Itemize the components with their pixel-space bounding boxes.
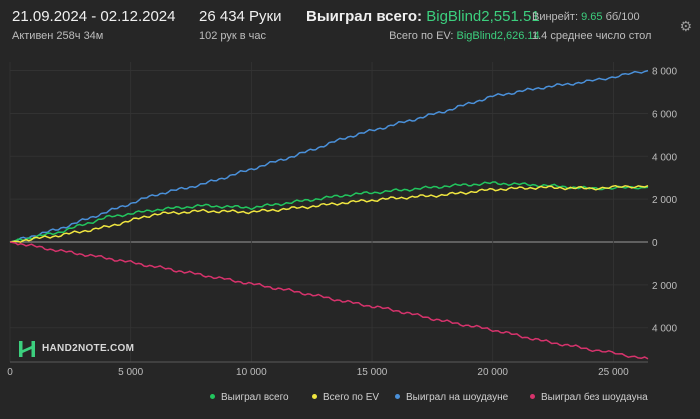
x-tick-label: 25 000 xyxy=(598,367,629,378)
won-total: Выиграл всего: BigBlind2,551.51 xyxy=(306,8,540,25)
hand2note-logo-icon xyxy=(19,341,35,357)
legend-label-nonshowdown: Выиграл без шоудауна xyxy=(541,392,648,403)
gear-icon[interactable]: ⚙ xyxy=(679,18,692,34)
winrate-label: Винрейт: xyxy=(532,11,579,23)
x-tick-label: 5 000 xyxy=(118,367,143,378)
x-tick-label: 15 000 xyxy=(357,367,388,378)
y-tick-label: 8 000 xyxy=(652,67,677,78)
chart-legend: Выиграл всего Всего по EV Выиграл на шоу… xyxy=(210,392,690,408)
y-tick-label: 4 000 xyxy=(652,152,677,163)
y-tick-label: 4 000 xyxy=(652,324,677,335)
legend-dot-showdown xyxy=(395,393,400,399)
x-tick-label: 10 000 xyxy=(236,367,267,378)
hands-count: 26 434 Руки xyxy=(199,8,282,25)
active-time: Активен 258ч 34м xyxy=(12,30,104,42)
stats-header: 21.09.2024 - 02.12.2024 Активен 258ч 34м… xyxy=(0,8,700,48)
series-line xyxy=(9,69,649,243)
won-label: Выиграл всего: xyxy=(306,8,423,25)
winnings-block: Выиграл всего: BigBlind2,551.51 Всего по… xyxy=(306,8,540,42)
legend-item-won[interactable]: Выиграл всего xyxy=(210,392,289,403)
series-line xyxy=(9,241,649,360)
winrate: Винрейт: 9.65 бб/100 xyxy=(532,11,651,23)
x-tick-label: 20 000 xyxy=(477,367,508,378)
series-line xyxy=(9,181,649,243)
winrate-block: Винрейт: 9.65 бб/100 1.4 среднее число с… xyxy=(532,8,651,42)
legend-dot-won xyxy=(210,393,215,399)
legend-item-showdown[interactable]: Выиграл на шоудауне xyxy=(395,392,508,403)
legend-dot-ev xyxy=(312,393,317,399)
y-tick-label: 6 000 xyxy=(652,109,677,120)
ev-value: BigBlind2,626.14 xyxy=(456,30,540,42)
hands-block: 26 434 Руки 102 рук в час xyxy=(199,8,282,42)
ev-total: Всего по EV: BigBlind2,626.14 xyxy=(306,30,540,42)
winrate-suffix: бб/100 xyxy=(605,11,640,23)
legend-item-nonshowdown[interactable]: Выиграл без шоудауна xyxy=(530,392,648,403)
date-range: 21.09.2024 - 02.12.2024 xyxy=(12,8,176,25)
y-tick-label: 2 000 xyxy=(652,281,677,292)
hands-per-hour: 102 рук в час xyxy=(199,30,267,42)
legend-dot-nonshowdown xyxy=(530,393,535,399)
ev-label: Всего по EV: xyxy=(389,30,454,42)
series-line xyxy=(9,184,649,243)
x-tick-label: 0 xyxy=(7,367,13,378)
date-block: 21.09.2024 - 02.12.2024 Активен 258ч 34м xyxy=(12,8,175,42)
y-tick-label: 0 xyxy=(652,238,658,249)
won-value: BigBlind2,551.51 xyxy=(426,8,540,25)
legend-item-ev[interactable]: Всего по EV xyxy=(312,392,379,403)
avg-tables: 1.4 среднее число стол xyxy=(532,30,652,42)
legend-label-showdown: Выиграл на шоудауне xyxy=(406,392,509,403)
y-tick-label: 2 000 xyxy=(652,195,677,206)
legend-label-won: Выиграл всего xyxy=(221,392,289,403)
logo-text: HAND2NOTE.COM xyxy=(42,343,135,354)
legend-label-ev: Всего по EV xyxy=(323,392,380,403)
winrate-value: 9.65 xyxy=(581,11,603,23)
